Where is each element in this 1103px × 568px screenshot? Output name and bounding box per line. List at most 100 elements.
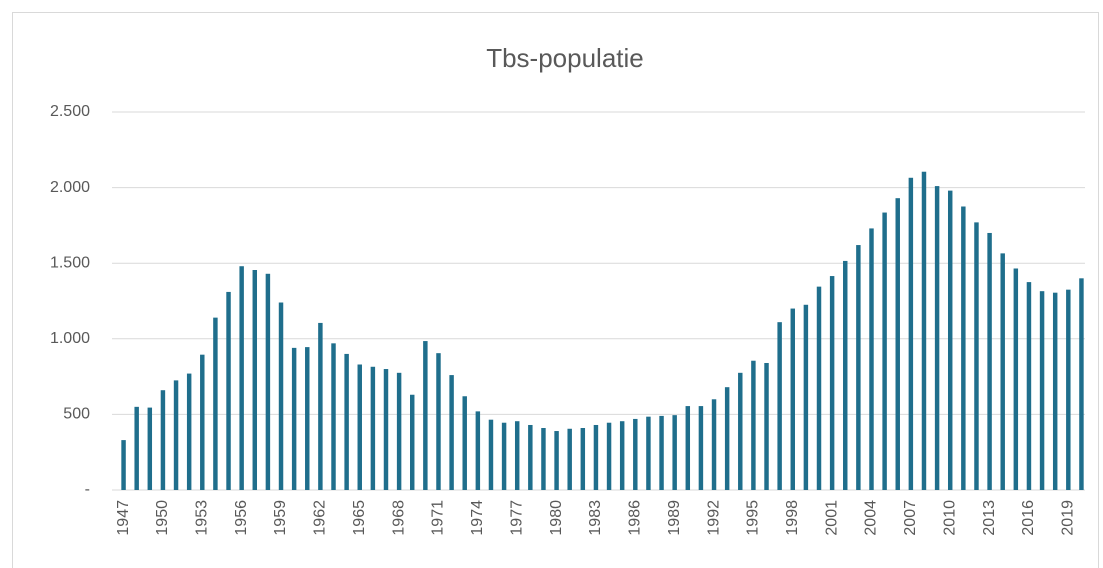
y-tick-label: 500 — [63, 406, 90, 423]
bar — [934, 186, 940, 490]
bar — [462, 396, 467, 490]
x-tick-label: 1959 — [272, 500, 289, 536]
bar — [528, 424, 533, 490]
x-tick-label: 1974 — [469, 500, 486, 536]
bar — [423, 341, 428, 490]
bar — [685, 406, 691, 490]
x-tick-label: 1962 — [312, 500, 329, 536]
x-tick-label: 1983 — [587, 500, 604, 536]
bar — [488, 419, 494, 490]
bar — [383, 369, 389, 490]
bar — [961, 206, 966, 490]
bar — [1026, 282, 1032, 490]
bar — [213, 317, 218, 490]
bar — [475, 411, 481, 490]
x-tick-label: 2004 — [863, 500, 880, 536]
bar — [1013, 268, 1019, 490]
x-tick-label: 1986 — [627, 500, 644, 536]
bar — [226, 291, 231, 490]
bar — [514, 421, 520, 490]
bar — [580, 428, 586, 490]
bar — [396, 372, 402, 490]
bar — [777, 322, 782, 490]
x-tick-label: 1956 — [233, 500, 250, 536]
x-tick-label: 1977 — [508, 500, 525, 536]
bar — [291, 347, 297, 490]
bar — [1079, 278, 1084, 490]
bar — [1000, 253, 1005, 490]
x-tick-label: 2007 — [902, 500, 919, 536]
bar — [1039, 291, 1045, 490]
bar — [987, 232, 992, 490]
bar — [816, 286, 822, 490]
x-tick-label: 2010 — [941, 500, 958, 536]
x-tick-label: 1947 — [115, 500, 132, 536]
bar — [790, 308, 795, 490]
chart-title: Tbs-populatie — [486, 43, 644, 73]
bar — [738, 372, 743, 490]
bar — [921, 171, 927, 490]
bar — [449, 375, 454, 490]
x-tick-label: 2016 — [1020, 500, 1037, 536]
x-tick-label: 2013 — [981, 500, 998, 536]
x-tick-label: 1950 — [154, 500, 171, 536]
bar — [869, 228, 874, 490]
bar — [331, 343, 336, 490]
y-tick-label: 2.500 — [50, 103, 90, 120]
bar — [646, 416, 651, 490]
bar — [370, 366, 376, 490]
bar — [252, 270, 258, 490]
y-tick-label: 1.500 — [50, 254, 90, 271]
bar — [698, 406, 704, 490]
bar — [908, 177, 914, 490]
bar — [121, 440, 126, 490]
bar — [554, 431, 559, 490]
x-tick-label: 1995 — [745, 500, 762, 536]
x-tick-label: 1953 — [194, 500, 211, 536]
bar — [278, 302, 284, 490]
bar — [134, 406, 139, 490]
bar — [186, 373, 192, 490]
x-tick-label: 1971 — [430, 500, 447, 536]
bar — [724, 387, 730, 490]
bar — [856, 245, 861, 490]
bar — [947, 190, 953, 490]
bar — [436, 353, 441, 490]
bar — [265, 273, 271, 490]
bar — [751, 360, 756, 490]
x-tick-label: 2001 — [823, 500, 840, 536]
bar — [318, 322, 323, 490]
bar — [1066, 289, 1071, 490]
bar — [567, 428, 572, 490]
bar — [974, 222, 979, 490]
x-tick-label: 1998 — [784, 500, 801, 536]
y-tick-label: 2.000 — [50, 179, 90, 196]
bar — [200, 354, 205, 490]
x-tick-label: 2019 — [1060, 500, 1077, 536]
x-tick-label: 1968 — [390, 500, 407, 536]
bar — [711, 399, 717, 490]
bar — [593, 424, 599, 490]
bar — [160, 390, 166, 490]
bar — [1052, 292, 1058, 490]
bar — [541, 428, 546, 490]
bar — [173, 380, 179, 490]
bar — [895, 198, 900, 490]
y-tick-label: 1.000 — [50, 330, 90, 347]
bar — [882, 212, 887, 490]
x-tick-label: 1965 — [351, 500, 368, 536]
x-tick-label: 1989 — [666, 500, 683, 536]
bar — [619, 421, 625, 490]
bar — [633, 418, 638, 490]
bar — [147, 407, 153, 490]
x-tick-label: 1980 — [548, 500, 565, 536]
bar — [672, 415, 677, 490]
bar — [410, 394, 415, 490]
bar — [344, 353, 349, 490]
bar — [606, 422, 612, 490]
x-tick-label: 1992 — [705, 500, 722, 536]
bar — [305, 347, 310, 490]
bar — [357, 364, 362, 490]
